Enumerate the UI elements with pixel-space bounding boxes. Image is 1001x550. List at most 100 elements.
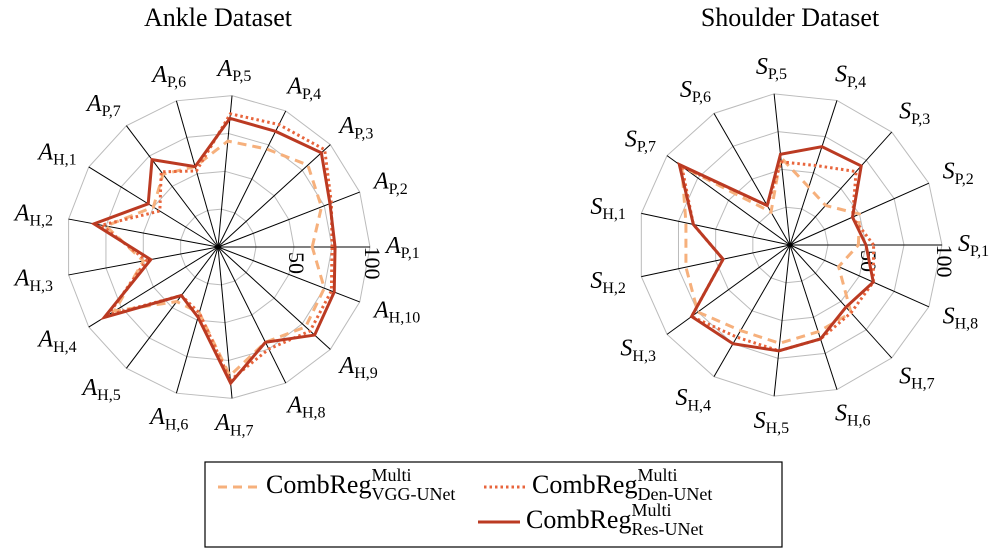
label-sub: H,4 (53, 339, 77, 356)
label-sub: H,7 (230, 422, 254, 439)
label-base: S (620, 335, 632, 361)
label-base: S (675, 385, 687, 411)
label-base: CombReg (266, 470, 371, 499)
label: SH,5 (754, 408, 790, 437)
spoke (713, 113, 791, 246)
label-base: A (148, 404, 165, 430)
label-base: A (285, 392, 302, 418)
label-base: A (285, 73, 302, 99)
spoke (789, 131, 893, 246)
label-sub: P,2 (955, 170, 974, 187)
label-base: S (680, 76, 692, 102)
label-sub: P,1 (401, 245, 420, 262)
spoke (88, 246, 219, 328)
label-base: S (756, 53, 768, 79)
spoke (217, 246, 287, 384)
label-sub: Den-UNet (637, 484, 712, 504)
r-tick-label: 50 (284, 252, 309, 274)
grid-ring (180, 208, 257, 286)
spoke (666, 155, 791, 246)
label-sub: H,2 (602, 280, 626, 297)
label-sub: P,5 (768, 66, 787, 83)
spoke (713, 244, 791, 377)
spoke (789, 244, 930, 308)
label: SH,7 (899, 363, 935, 392)
label-base: A (213, 410, 230, 436)
label: SH,3 (620, 335, 656, 364)
grid-ring (142, 170, 295, 324)
label-sub: H,1 (53, 151, 77, 168)
label-base: S (899, 98, 911, 124)
label: SP,4 (835, 61, 866, 90)
series-line (90, 116, 337, 386)
label-sub: P,1 (970, 243, 989, 260)
label: AP,1 (384, 233, 420, 262)
label: SP,6 (680, 76, 711, 105)
label-sub: H,2 (29, 212, 53, 229)
label: AP,4 (285, 73, 321, 102)
label-base: S (625, 126, 637, 152)
label-base: S (943, 303, 955, 329)
label: CombRegMulti Res-UNet (526, 500, 703, 539)
spoke (217, 110, 287, 248)
chart-title: Ankle Dataset (144, 3, 293, 32)
label-base: S (835, 61, 847, 87)
label: AP,3 (338, 113, 374, 142)
legend-box (204, 461, 783, 548)
chart-title: Shoulder Dataset (701, 3, 880, 32)
spoke (773, 93, 791, 246)
label: AP,2 (372, 168, 408, 197)
label: AP,5 (216, 55, 252, 84)
label-sub: H,3 (29, 278, 53, 295)
label-base: A (338, 113, 355, 139)
label-base: A (384, 233, 401, 259)
label: SH,8 (943, 303, 979, 332)
spoke (217, 246, 331, 350)
label-base: A (338, 352, 355, 378)
grid-ring (752, 206, 829, 284)
label-sub: P,7 (102, 103, 121, 120)
label-base: A (216, 55, 233, 81)
spoke (217, 144, 331, 248)
spoke (789, 244, 893, 359)
label: AH,1 (36, 139, 76, 168)
label: SP,1 (958, 231, 989, 260)
grid-ring (68, 95, 371, 399)
grid-ring (105, 132, 333, 362)
label-base: A (36, 326, 53, 352)
spoke (641, 212, 791, 246)
label: AH,6 (148, 404, 188, 433)
label-base: CombReg (526, 505, 631, 534)
spoke (217, 191, 360, 248)
grid-ring (715, 168, 867, 322)
label: AH,7 (213, 410, 253, 439)
label-sub: H,9 (354, 365, 378, 382)
grid-ring (640, 93, 943, 397)
label-base: A (150, 61, 167, 87)
label-sub: P,3 (911, 111, 930, 128)
label-sup: Multi (637, 465, 677, 485)
label-sub: P,2 (389, 181, 408, 198)
label: SH,2 (590, 268, 626, 297)
spoke (126, 125, 219, 248)
series-line (679, 160, 876, 353)
series-line (103, 139, 326, 379)
label-sub: P,5 (232, 68, 251, 85)
label: SP,7 (625, 126, 656, 155)
spoke (773, 244, 791, 397)
label: AH,4 (36, 326, 76, 355)
spoke (789, 100, 838, 246)
label-sub: P,6 (167, 74, 186, 91)
spoke (126, 246, 219, 369)
label-base: A (13, 200, 30, 226)
spoke (175, 100, 219, 248)
label: SP,5 (756, 53, 787, 82)
label: AP,7 (85, 90, 121, 119)
label-sub: H,6 (847, 412, 871, 429)
label-sub: H,1 (602, 206, 626, 223)
label-base: A (36, 139, 53, 165)
label-sub: H,6 (165, 416, 189, 433)
label: AH,8 (285, 392, 325, 421)
label-base: A (372, 297, 389, 323)
label: AH,3 (13, 265, 53, 294)
